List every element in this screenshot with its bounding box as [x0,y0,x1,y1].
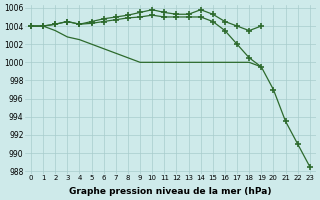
X-axis label: Graphe pression niveau de la mer (hPa): Graphe pression niveau de la mer (hPa) [69,187,272,196]
